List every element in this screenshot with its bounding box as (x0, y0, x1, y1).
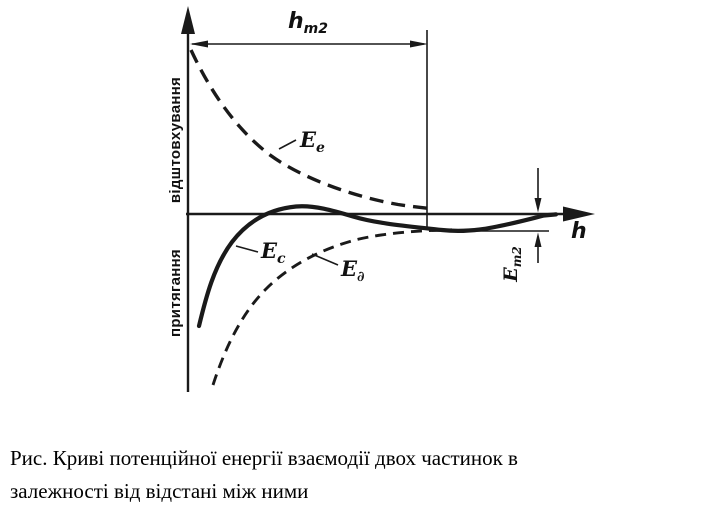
Ed-label: E∂ (340, 256, 365, 285)
caption-line-1: Рис. Криві потенційної енергії взаємодії… (10, 446, 518, 470)
hm2-label: hm2 (288, 9, 328, 37)
y-axis-arrowhead-icon (181, 6, 195, 34)
hm2-left-arrowhead-icon (190, 40, 208, 48)
Ec-leader-line (235, 245, 259, 253)
Ed-leader-line (311, 253, 339, 266)
x-axis-label: h (571, 219, 587, 244)
figure-caption: Рис. Криві потенційної енергії взаємодії… (10, 442, 714, 508)
curve-Ec (196, 204, 559, 329)
hm2-right-arrowhead-icon (410, 40, 428, 48)
Em2-upper-arrowhead-icon (534, 198, 542, 213)
y-axis-label-repulsion: відштовхування (167, 77, 184, 203)
Ec-label: Ec (260, 238, 286, 267)
curve-Ee (189, 49, 435, 211)
Em2-lower-arrowhead-icon (534, 232, 542, 247)
Ee-label: Ee (299, 127, 325, 156)
caption-line-2: залежності від відстані між ними (10, 479, 309, 503)
curve-Ed (211, 228, 453, 386)
y-axis-label-attraction: притягання (167, 249, 184, 337)
Ee-leader-line (278, 139, 297, 150)
x-axis-arrowhead-icon (563, 206, 595, 222)
energy-diagram: hm2 Ee Ec E∂ Em2 h відштовхування притяг… (167, 6, 595, 392)
Em2-label: Em2 (500, 246, 524, 283)
